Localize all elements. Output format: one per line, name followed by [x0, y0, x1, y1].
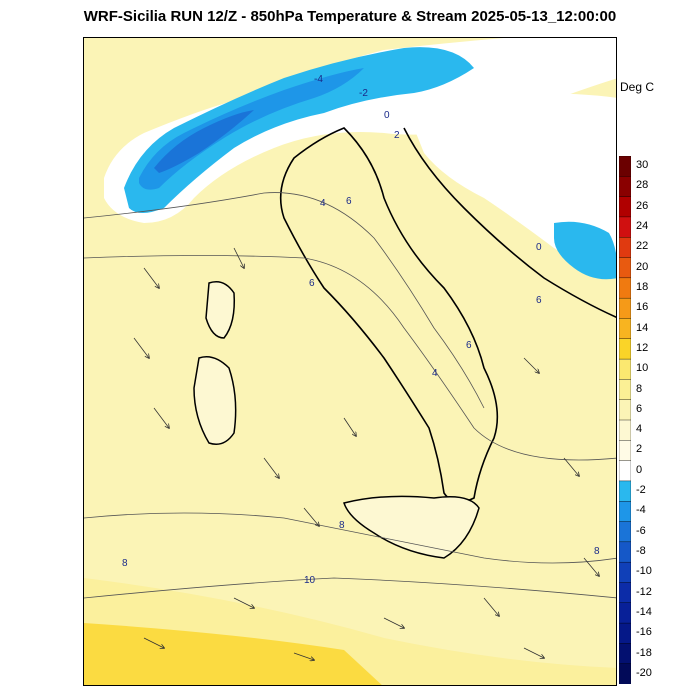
colorbar-swatch	[618, 622, 632, 645]
colorbar-tick-label: 6	[636, 402, 643, 415]
colorbar-swatch	[618, 176, 632, 198]
warm-band-south-2	[84, 578, 616, 685]
contour-label: 6	[346, 196, 352, 207]
colorbar-swatch	[618, 338, 632, 360]
isotherm-6	[84, 255, 616, 461]
colorbar-tick-label: 26	[636, 199, 649, 212]
colorbar-swatch	[618, 663, 632, 685]
colorbar-swatch	[618, 582, 632, 604]
alps-below-minus6	[154, 110, 254, 173]
colorbar-swatch	[618, 399, 632, 421]
colorbar-swatch	[618, 257, 632, 279]
contour-label-group: -4 -2 0 2 4 6 6 6 6 4 8 8 8 10 0	[122, 74, 600, 586]
colorbar-tick-label: -20	[636, 666, 652, 679]
colorbar	[618, 155, 632, 685]
colorbar-tick-label: -10	[636, 565, 652, 578]
colorbar-swatch	[618, 561, 632, 584]
colorbar-swatch	[618, 318, 632, 340]
colorbar-tick-label: 24	[636, 220, 649, 233]
colorbar-swatch	[618, 501, 632, 523]
contour-label: 4	[320, 198, 326, 209]
contour-label: 10	[304, 575, 316, 586]
temperature-map: -4 -2 0 2 4 6 6 6 6 4 8 8 8 10 0	[83, 37, 617, 686]
units-label: Deg C	[620, 80, 655, 94]
colorbar-tick-label: 30	[636, 159, 649, 172]
corsica-coastline	[205, 281, 236, 339]
contour-label: 6	[309, 278, 315, 289]
colorbar-swatch	[618, 541, 632, 563]
italy-coastline	[279, 127, 499, 503]
sicily-coastline	[343, 495, 480, 559]
colorbar-tick-label: 12	[636, 341, 649, 354]
colorbar-swatch	[618, 358, 632, 381]
map-canvas: -4 -2 0 2 4 6 6 6 6 4 8 8 8 10 0	[84, 38, 616, 685]
balkans-below-zero	[554, 221, 616, 280]
colorbar-tick-label: -12	[636, 585, 652, 598]
contour-label: -4	[314, 74, 323, 85]
sardinia-coastline	[193, 356, 237, 445]
colorbar-tick-label: 22	[636, 240, 649, 253]
balkan-coastline	[403, 127, 616, 318]
colorbar-swatch	[618, 521, 632, 543]
contour-label: 8	[122, 558, 128, 569]
contour-label: 2	[394, 130, 400, 141]
colorbar-swatch	[618, 196, 632, 218]
colorbar-swatch	[618, 440, 632, 462]
colorbar-tick-label: -16	[636, 626, 652, 639]
colorbar-swatch	[618, 216, 632, 238]
colorbar-tick-label: 2	[636, 443, 643, 456]
alps-below-minus4	[139, 68, 364, 190]
isotherm-8	[84, 512, 616, 564]
colorbar-tick-label: 16	[636, 301, 649, 314]
colorbar-tick-label: 4	[636, 423, 643, 436]
contour-label: 8	[339, 520, 345, 531]
colorbar-tick-label: -6	[636, 524, 646, 537]
contour-label: 6	[536, 295, 542, 306]
colorbar-tick-label: 14	[636, 321, 649, 334]
alps-below-zero	[124, 47, 474, 213]
warm-band-south	[84, 623, 382, 685]
colorbar-tick-label: 8	[636, 382, 643, 395]
isotherm-10	[84, 577, 616, 599]
isotherm-4	[84, 192, 485, 409]
colorbar-swatch	[618, 155, 632, 178]
colorbar-tick-label: 20	[636, 260, 649, 273]
colorbar-tick-label: -18	[636, 646, 652, 659]
colorbar-swatch	[618, 237, 632, 259]
colorbar-swatch	[618, 379, 632, 401]
colorbar-swatch	[618, 297, 632, 320]
colorbar-tick-label: -4	[636, 504, 646, 517]
contour-label: 6	[466, 340, 472, 351]
colorbar-tick-label: 18	[636, 281, 649, 293]
contour-label: -2	[359, 88, 368, 99]
alps-cold-region	[104, 38, 616, 223]
colorbar-swatch	[618, 419, 632, 442]
colorbar-swatch	[618, 602, 632, 624]
colorbar-swatch	[618, 480, 632, 502]
colorbar-swatch	[618, 460, 632, 482]
colorbar-tick-label: 10	[636, 362, 649, 375]
contour-label: 0	[384, 110, 390, 121]
contour-label: 4	[432, 368, 438, 379]
colorbar-tick-label: -8	[636, 545, 646, 557]
contour-label: 0	[536, 242, 542, 253]
colorbar-swatch	[618, 277, 632, 299]
colorbar-tick-label: 0	[636, 463, 643, 476]
colorbar-tick-label: -14	[636, 605, 652, 618]
colorbar-swatch	[618, 643, 632, 665]
colorbar-svg	[618, 155, 632, 685]
colorbar-tick-label: -2	[636, 484, 646, 497]
map-title: WRF-Sicilia RUN 12/Z - 850hPa Temperatur…	[83, 8, 617, 25]
stream-arrows	[133, 247, 599, 660]
colorbar-tick-label: 28	[636, 179, 649, 192]
contour-label: 8	[594, 546, 600, 557]
